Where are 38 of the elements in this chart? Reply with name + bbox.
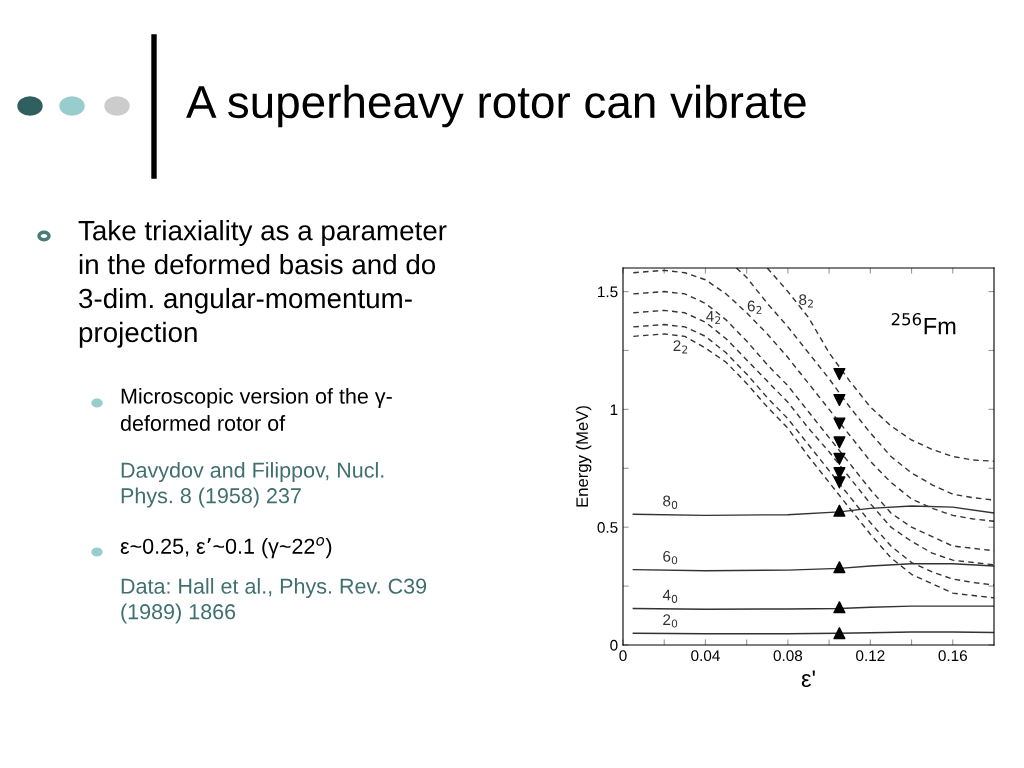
point bbox=[833, 627, 846, 640]
series-label: 8$_{0}$ bbox=[663, 495, 678, 509]
line-series bbox=[632, 269, 994, 522]
x-tick-label: 0.08 bbox=[773, 650, 803, 662]
point bbox=[833, 436, 846, 449]
series-label: 2$_{2}$ bbox=[673, 340, 688, 354]
y-tick-label: 1 bbox=[610, 404, 618, 415]
y-tick-label: 0 bbox=[610, 639, 618, 651]
y-tick-label: 0.5 bbox=[597, 522, 618, 533]
text: Microscopic version of the γ- deformed rotor of bbox=[120, 388, 392, 431]
y-axis-title: Energy (MeV) bbox=[575, 406, 592, 507]
x-tick-label: 0.12 bbox=[856, 650, 885, 662]
x-tick-label: 0 bbox=[619, 650, 627, 662]
series-label: 6$_{0}$ bbox=[663, 550, 678, 565]
text: ε~0.25, ε’~0.1 (γ~22$^{o}$) bbox=[120, 537, 332, 559]
text: Data: Hall et al., Phys. Rev. C39 (1989) 1866 bbox=[121, 578, 427, 624]
series-label: 2$_{0}$ bbox=[663, 614, 678, 628]
point bbox=[833, 393, 846, 407]
series-label: 8$_{2}$ bbox=[799, 294, 813, 308]
point bbox=[833, 504, 846, 517]
chart-title: A superheavy rotor can vibrate bbox=[186, 84, 806, 128]
series-label: 4$_{2}$ bbox=[706, 311, 721, 325]
text: Davydov and Filippov, Nucl. Phys. 8 (1958) 237 bbox=[121, 462, 384, 508]
point bbox=[833, 561, 846, 574]
annotation: $^{256}$Fm bbox=[891, 312, 956, 335]
x-tick-label: 0.16 bbox=[938, 650, 967, 662]
y-tick-label: 1.5 bbox=[598, 286, 618, 298]
point bbox=[833, 417, 846, 430]
series-label: 6$_{2}$ bbox=[747, 300, 762, 314]
point bbox=[833, 476, 846, 489]
point bbox=[833, 452, 846, 465]
point bbox=[833, 367, 846, 381]
point bbox=[833, 601, 846, 614]
text: Take triaxiality as a parameter in the deformed basis and do 3-dim. angular-momentum- projection bbox=[78, 220, 447, 348]
x-tick-label: 0.04 bbox=[691, 650, 720, 662]
line-series bbox=[735, 268, 994, 501]
series-label: 4$_{0}$ bbox=[662, 589, 678, 603]
x-axis-title: ε' bbox=[801, 670, 815, 687]
